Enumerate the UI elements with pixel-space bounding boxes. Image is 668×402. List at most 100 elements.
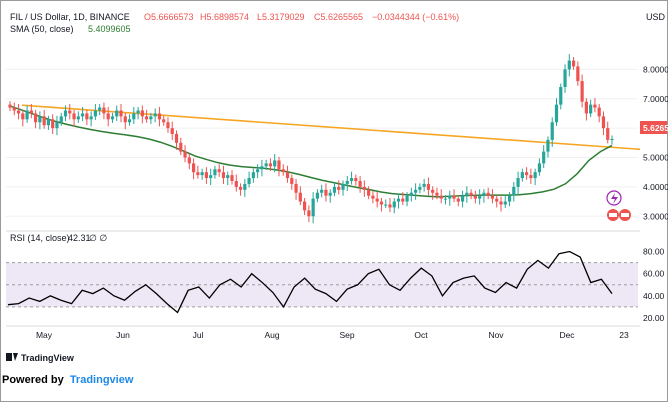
candle-body <box>238 186 243 190</box>
candle-body <box>469 192 473 196</box>
candle-body <box>375 198 379 202</box>
candle <box>157 106 162 127</box>
candle <box>362 180 366 197</box>
candle-body <box>166 122 170 129</box>
candle <box>106 106 110 127</box>
candle-body <box>29 110 33 114</box>
candle-body <box>396 198 401 202</box>
candle-body <box>251 172 255 179</box>
candle-body <box>507 195 512 202</box>
currency-label: USD <box>646 12 666 22</box>
candle-body <box>89 116 93 120</box>
candle <box>281 164 285 176</box>
candle-body <box>213 169 217 176</box>
candle-body <box>102 107 106 114</box>
candle <box>469 189 473 200</box>
candle-body <box>226 175 230 179</box>
candle <box>443 195 448 205</box>
candle-body <box>550 122 554 140</box>
x-tick-label: Aug <box>264 330 279 340</box>
candle <box>162 115 166 126</box>
candle-body <box>452 195 456 199</box>
candle-body <box>320 189 324 193</box>
ohlc-high: H5.6898574 <box>200 12 249 22</box>
candle-body <box>367 189 371 196</box>
svg-text:C5.6265565: C5.6265565 <box>314 12 363 22</box>
candle <box>328 189 332 203</box>
candle-body <box>405 195 409 202</box>
candle <box>234 174 238 192</box>
candle <box>98 104 102 116</box>
candle-body <box>379 201 384 205</box>
candle <box>537 158 542 176</box>
candle-body <box>490 195 495 199</box>
candle-body <box>234 181 238 187</box>
candle <box>179 137 183 156</box>
candle-body <box>332 186 337 193</box>
candle-body <box>503 201 507 205</box>
candle-body <box>80 113 85 117</box>
trendline <box>21 104 641 151</box>
candle <box>405 192 409 207</box>
candle-body <box>576 66 580 82</box>
candle <box>166 117 170 133</box>
candle <box>209 168 213 186</box>
rsi-layer <box>7 250 613 314</box>
candle <box>601 111 606 136</box>
candle-body <box>499 201 503 205</box>
candle <box>311 192 315 224</box>
candle <box>507 192 512 207</box>
last-price-label: 5.6265 <box>643 123 668 133</box>
x-tick-label: Nov <box>488 330 504 340</box>
tradingview-logo[interactable]: TradingView <box>6 353 75 363</box>
candle <box>465 186 469 203</box>
x-tick-label: 23 <box>619 330 629 340</box>
candle-body <box>12 107 16 111</box>
candle <box>414 183 418 200</box>
candle-body <box>358 181 362 187</box>
candle-body <box>529 175 533 179</box>
svg-text:SMA (50, close): SMA (50, close) <box>10 24 74 34</box>
candle <box>337 180 341 195</box>
svg-text:∅ ∅: ∅ ∅ <box>89 233 107 243</box>
candle <box>499 196 503 212</box>
candle <box>290 174 294 190</box>
candle <box>55 115 59 136</box>
candle-body <box>418 186 422 190</box>
candle-body <box>174 134 179 143</box>
svg-text:O5.6666573: O5.6666573 <box>144 12 194 22</box>
rsi-extra: ∅ ∅ <box>89 233 107 243</box>
svg-text:H5.6898574: H5.6898574 <box>200 12 249 22</box>
candle <box>546 136 550 158</box>
candle <box>439 189 443 204</box>
candle <box>123 112 127 130</box>
candle <box>174 130 179 150</box>
event-icons[interactable] <box>606 190 631 221</box>
candle-body <box>21 113 25 120</box>
candle <box>115 105 119 122</box>
rsi-y-tick-label: 40.00 <box>643 291 665 301</box>
candle-body <box>435 192 439 196</box>
candle <box>392 198 396 214</box>
candle <box>110 112 115 123</box>
trendline-layer <box>21 104 641 151</box>
candle-body <box>200 172 204 176</box>
x-tick-label: Sep <box>339 330 354 340</box>
candle <box>63 105 68 122</box>
candle-body <box>431 189 435 193</box>
candle <box>25 105 29 123</box>
tv-logo-text: TradingView <box>21 353 75 363</box>
candle <box>388 198 392 213</box>
candle-body <box>606 128 610 140</box>
candle <box>345 176 349 191</box>
candle <box>448 190 452 206</box>
candle-body <box>277 160 281 170</box>
candle <box>401 192 405 206</box>
rsi-value: 42.31 <box>68 233 91 243</box>
candle <box>217 164 221 177</box>
candle <box>247 171 251 188</box>
candle <box>584 98 588 121</box>
candle-body <box>298 192 302 202</box>
candle-body <box>179 142 183 152</box>
candle-body <box>123 116 127 123</box>
